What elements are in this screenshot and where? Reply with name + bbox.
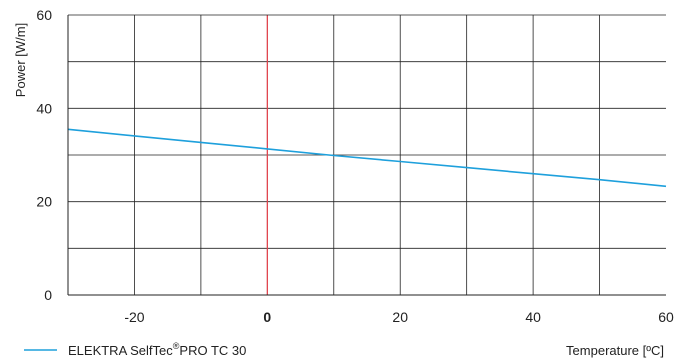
y-tick-label: 60 — [36, 7, 52, 23]
series-line — [67, 128, 667, 188]
x-tick-label: -20 — [124, 309, 144, 325]
legend: ELEKTRA SelfTec®PRO TC 30 — [24, 341, 246, 358]
legend-label-rest: PRO TC 30 — [179, 343, 246, 358]
x-tick-label: 0 — [263, 309, 271, 325]
grid-lines — [68, 15, 666, 295]
legend-label: ELEKTRA SelfTec®PRO TC 30 — [68, 341, 246, 358]
series-layer — [67, 128, 667, 188]
y-tick-labels: 0 20 40 60 — [36, 7, 52, 303]
y-axis-title: Power [W/m] — [13, 23, 28, 97]
x-tick-label: 40 — [525, 309, 541, 325]
x-tick-labels: -20 0 20 40 60 — [124, 309, 674, 325]
y-tick-label: 40 — [36, 100, 52, 116]
x-axis-title: Temperature [ºC] — [566, 343, 664, 358]
legend-label-main: ELEKTRA SelfTec — [68, 343, 173, 358]
legend-label-sup: ® — [173, 341, 180, 351]
y-tick-label: 20 — [36, 194, 52, 210]
plot-frame — [67, 14, 666, 296]
x-tick-label: 20 — [392, 309, 408, 325]
x-tick-label: 60 — [658, 309, 674, 325]
y-tick-label: 0 — [44, 287, 52, 303]
